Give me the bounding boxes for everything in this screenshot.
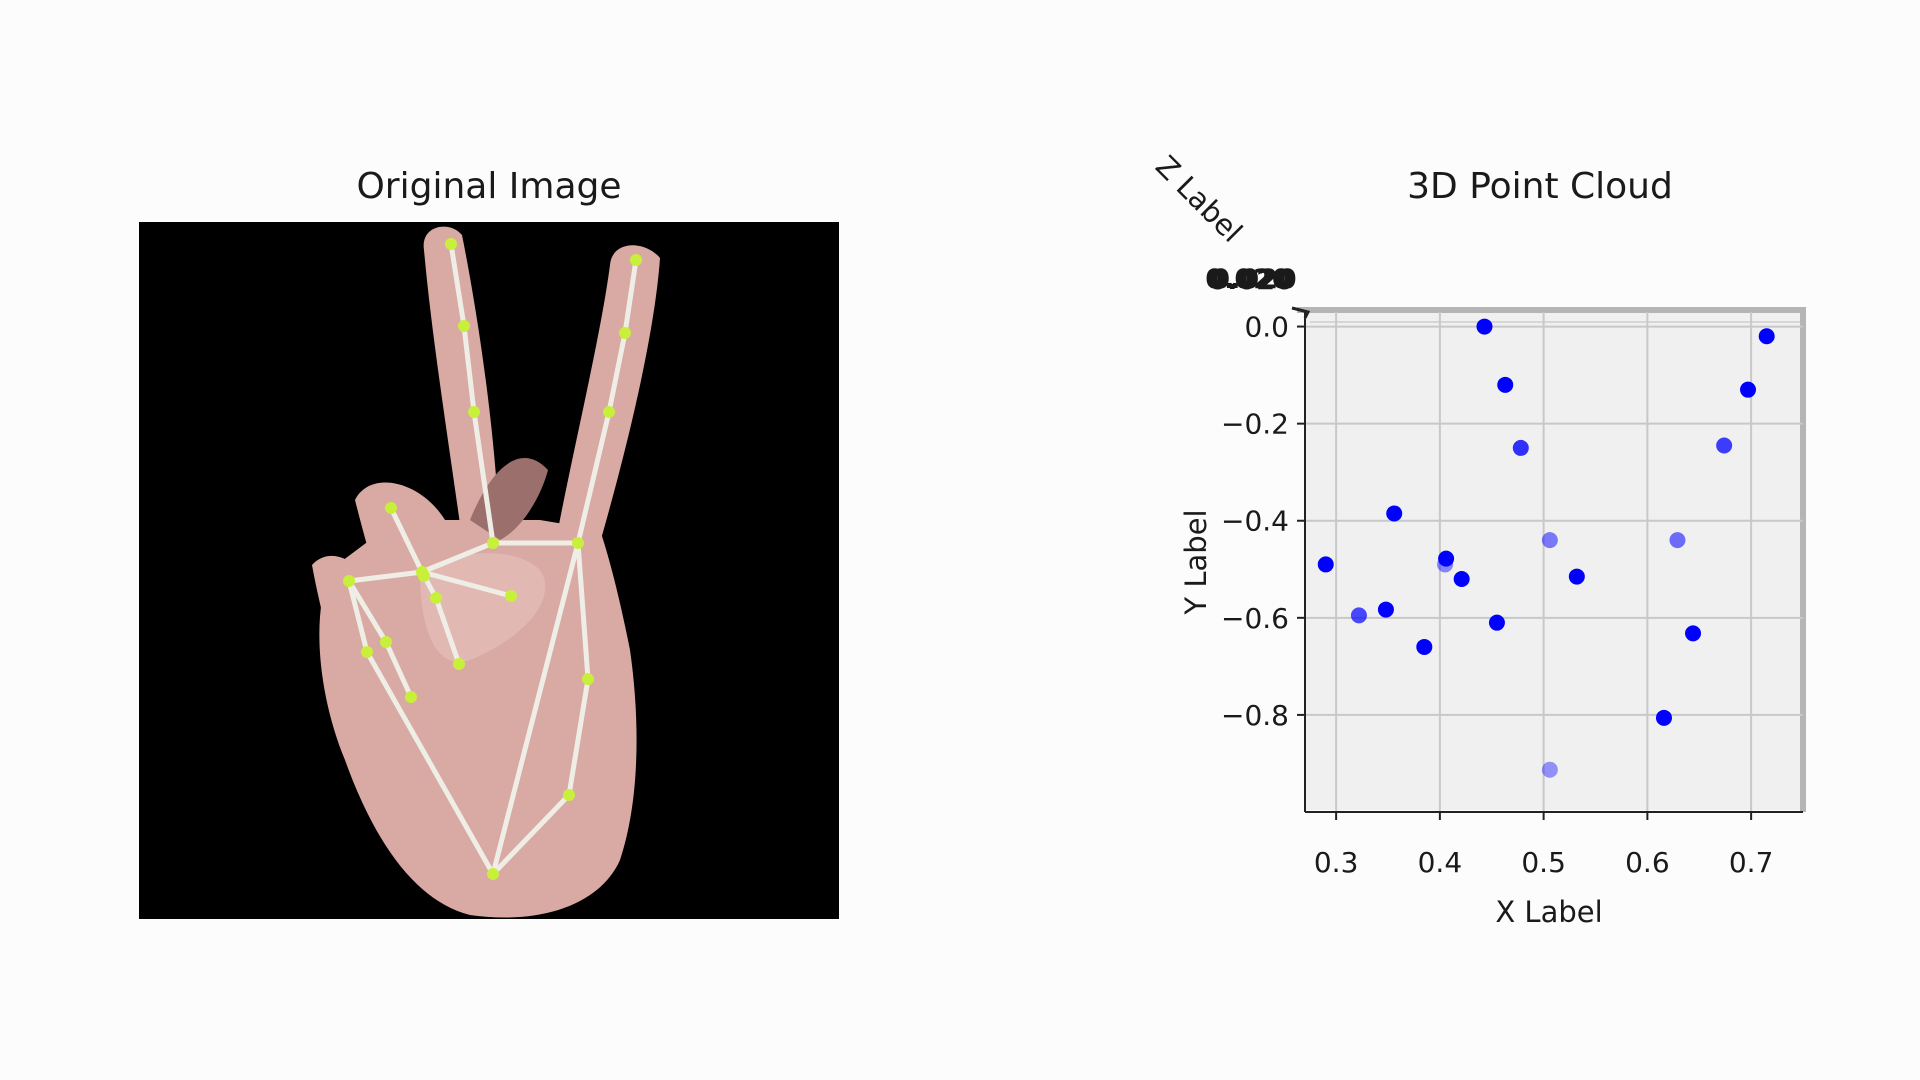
y-tick-label: −0.4 (1221, 505, 1289, 538)
scatter-plot: 0.3 0.4 0.5 0.6 0.7 0.0 −0.2 −0.4 −0.6 −0.8 X La… (1149, 149, 1806, 929)
pinky-folded (312, 555, 394, 720)
landmark (458, 320, 470, 332)
middle-finger (555, 245, 660, 560)
z-axis-label: Z Label (1149, 149, 1249, 249)
x-tick-label: 0.3 (1314, 846, 1359, 879)
landmark (380, 636, 392, 648)
data-point (1740, 381, 1757, 398)
z-tick-overlap: 0.020 0.020 0.020 (1205, 264, 1296, 296)
hand-skeleton (346, 241, 639, 877)
y-tick-label: 0.0 (1244, 311, 1289, 344)
landmark (453, 658, 465, 670)
landmark-fingertip (630, 254, 642, 266)
bone (383, 639, 414, 700)
landmark (385, 502, 397, 514)
data-points (1317, 318, 1775, 778)
data-point (1317, 556, 1334, 573)
landmark (468, 406, 480, 418)
left-panel-title: Original Image (356, 166, 621, 207)
data-point (1685, 625, 1702, 642)
bone (448, 241, 467, 329)
landmark (430, 592, 442, 604)
x-tick-label: 0.4 (1418, 846, 1463, 879)
data-point (1512, 439, 1529, 456)
data-point (1416, 638, 1433, 655)
data-point (1377, 601, 1394, 618)
y-axis-label: Y Label (1179, 509, 1213, 615)
bone (419, 540, 496, 575)
bone (346, 578, 389, 645)
bone (575, 409, 612, 546)
x-tick-label: 0.5 (1521, 846, 1566, 879)
landmark (343, 575, 355, 587)
data-point (1716, 437, 1733, 454)
right-panel-title: 3D Point Cloud (1407, 166, 1673, 207)
bone (622, 257, 639, 336)
landmark (563, 789, 575, 801)
bone (606, 330, 628, 415)
z-tick-label: 0.020 (1211, 264, 1296, 295)
bone (490, 540, 581, 877)
data-point (1453, 570, 1470, 587)
data-point (1476, 318, 1493, 335)
x-tick-label: 0.7 (1729, 846, 1774, 879)
z-axis-stub (1291, 306, 1311, 319)
landmark (582, 673, 594, 685)
bone (566, 676, 591, 798)
plot-pane (1305, 310, 1803, 810)
landmark-fingertip (445, 238, 457, 250)
data-point (1541, 761, 1558, 778)
data-point (1568, 568, 1585, 585)
landmark (405, 691, 417, 703)
z-tick-label: 0.020 (1205, 264, 1290, 295)
landmark (361, 646, 373, 658)
hand-landmarks (343, 238, 642, 880)
bone (490, 792, 572, 877)
landmark (619, 327, 631, 339)
bone (433, 595, 462, 667)
data-point (1386, 505, 1403, 522)
z-tick-label: 0.020 (1208, 265, 1293, 296)
data-point (1350, 607, 1367, 624)
bone (346, 569, 425, 584)
y-ticks: 0.0 −0.2 −0.4 −0.6 −0.8 (1221, 311, 1305, 732)
bone (346, 578, 370, 655)
original-image (139, 222, 839, 919)
bone (471, 409, 496, 546)
landmark (487, 537, 499, 549)
bone (419, 569, 514, 599)
x-tick-label: 0.6 (1625, 846, 1670, 879)
landmark-wrist (487, 868, 499, 880)
data-point (1488, 614, 1505, 631)
data-point (1669, 532, 1686, 549)
bone (575, 540, 591, 682)
y-tick-label: −0.8 (1221, 699, 1289, 732)
bone (461, 323, 477, 415)
landmark (505, 590, 517, 602)
x-axis-label: X Label (1495, 895, 1602, 929)
data-point (1758, 328, 1775, 345)
x-ticks: 0.3 0.4 0.5 0.6 0.7 (1314, 812, 1774, 879)
landmark (572, 537, 584, 549)
landmark (418, 570, 430, 582)
bone (364, 649, 496, 877)
landmark (603, 406, 615, 418)
y-tick-label: −0.6 (1221, 602, 1289, 635)
y-tick-label: −0.2 (1221, 408, 1289, 441)
data-point (1541, 532, 1558, 549)
data-point (1655, 709, 1672, 726)
bone (388, 505, 425, 575)
data-point (1438, 550, 1455, 567)
data-point (1497, 376, 1514, 393)
